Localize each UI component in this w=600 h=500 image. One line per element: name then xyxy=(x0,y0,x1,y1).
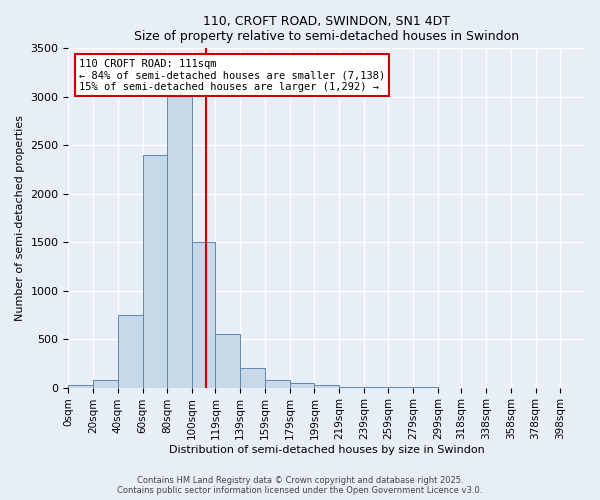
X-axis label: Distribution of semi-detached houses by size in Swindon: Distribution of semi-detached houses by … xyxy=(169,445,485,455)
Bar xyxy=(93,380,118,388)
Text: 110 CROFT ROAD: 111sqm
← 84% of semi-detached houses are smaller (7,138)
15% of : 110 CROFT ROAD: 111sqm ← 84% of semi-det… xyxy=(79,58,385,92)
Bar xyxy=(68,384,93,388)
Bar xyxy=(167,68,192,388)
Bar xyxy=(240,368,265,388)
Text: Contains HM Land Registry data © Crown copyright and database right 2025.
Contai: Contains HM Land Registry data © Crown c… xyxy=(118,476,482,495)
Bar xyxy=(265,380,290,388)
Bar xyxy=(143,155,167,388)
Bar xyxy=(118,315,143,388)
Title: 110, CROFT ROAD, SWINDON, SN1 4DT
Size of property relative to semi-detached hou: 110, CROFT ROAD, SWINDON, SN1 4DT Size o… xyxy=(134,15,519,43)
Bar xyxy=(314,384,339,388)
Bar xyxy=(290,383,314,388)
Bar xyxy=(192,242,215,388)
Y-axis label: Number of semi-detached properties: Number of semi-detached properties xyxy=(15,115,25,321)
Bar xyxy=(339,386,364,388)
Bar xyxy=(215,334,240,388)
